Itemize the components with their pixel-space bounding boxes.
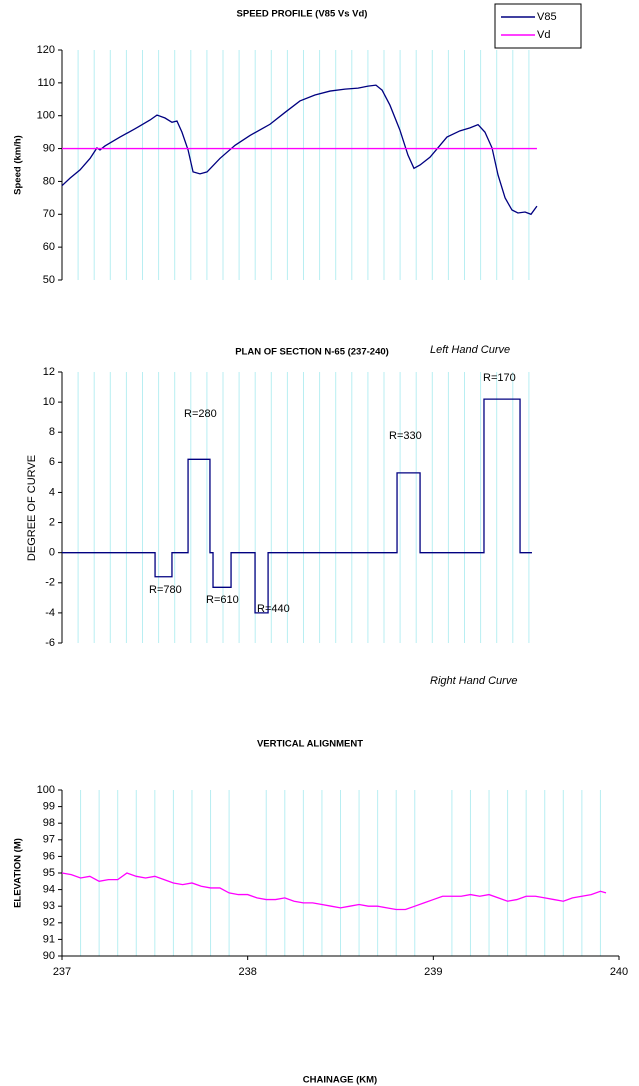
y-axis-label: Speed (km/h) bbox=[13, 135, 24, 195]
y-tick-label: 90 bbox=[43, 950, 55, 962]
y-tick-label: -4 bbox=[45, 607, 55, 619]
y-tick-label: 90 bbox=[43, 142, 55, 154]
legend-box bbox=[494, 3, 582, 49]
annotation: R=780 bbox=[149, 584, 182, 596]
series-line bbox=[62, 398, 532, 614]
y-tick-label: 91 bbox=[43, 933, 55, 945]
y-axis-label: DEGREE OF CURVE bbox=[26, 455, 38, 561]
y-tick-label: 60 bbox=[43, 241, 55, 253]
y-tick-label: 94 bbox=[43, 884, 55, 896]
x-tick-label: 238 bbox=[238, 966, 256, 978]
series-line bbox=[61, 84, 538, 216]
annotation: R=170 bbox=[483, 372, 516, 384]
x-axis-label: CHAINAGE (KM) bbox=[303, 1075, 377, 1086]
y-tick-label: 99 bbox=[43, 801, 55, 813]
y-tick-label: 98 bbox=[43, 817, 55, 829]
y-tick-label: 100 bbox=[37, 784, 55, 796]
y-tick-label: 6 bbox=[49, 456, 55, 468]
y-tick-label: 80 bbox=[43, 175, 55, 187]
chart-title: VERTICAL ALIGNMENT bbox=[257, 739, 363, 750]
y-axis-label: ELEVATION (M) bbox=[13, 838, 24, 908]
y-tick-label: 100 bbox=[37, 110, 55, 122]
y-tick-label: 2 bbox=[49, 516, 55, 528]
legend-label: V85 bbox=[537, 11, 557, 23]
y-tick-label: 95 bbox=[43, 867, 55, 879]
chart-title: PLAN OF SECTION N-65 (237-240) bbox=[235, 347, 389, 358]
x-tick-label: 237 bbox=[53, 966, 71, 978]
y-tick-label: 97 bbox=[43, 834, 55, 846]
legend-label: Vd bbox=[537, 29, 550, 41]
y-tick-label: 120 bbox=[37, 44, 55, 56]
y-tick-label: 70 bbox=[43, 208, 55, 220]
y-tick-label: 93 bbox=[43, 900, 55, 912]
y-tick-label: 92 bbox=[43, 917, 55, 929]
y-tick-label: 4 bbox=[49, 486, 55, 498]
y-tick-label: 12 bbox=[43, 366, 55, 378]
y-tick-label: 8 bbox=[49, 426, 55, 438]
x-tick-label: 239 bbox=[424, 966, 442, 978]
series-line bbox=[61, 872, 607, 911]
y-tick-label: 110 bbox=[37, 77, 55, 89]
y-tick-label: 0 bbox=[49, 547, 55, 559]
annotation: Left Hand Curve bbox=[430, 344, 510, 356]
annotation: R=330 bbox=[389, 430, 422, 442]
annotation: R=610 bbox=[206, 594, 239, 606]
x-tick-label: 240 bbox=[610, 966, 628, 978]
y-tick-label: 10 bbox=[43, 396, 55, 408]
y-tick-label: -2 bbox=[45, 577, 55, 589]
annotation: R=440 bbox=[257, 603, 290, 615]
y-tick-label: -6 bbox=[45, 637, 55, 649]
chart-title: SPEED PROFILE (V85 Vs Vd) bbox=[237, 9, 368, 20]
annotation: R=280 bbox=[184, 408, 217, 420]
y-tick-label: 96 bbox=[43, 850, 55, 862]
y-tick-label: 50 bbox=[43, 274, 55, 286]
annotation: Right Hand Curve bbox=[430, 675, 517, 687]
